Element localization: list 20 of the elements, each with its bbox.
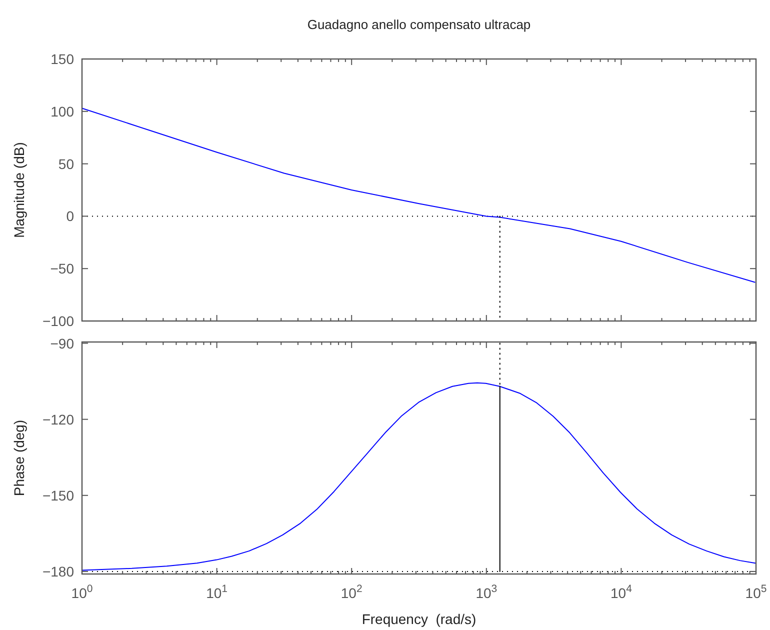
y-axis-title: Magnitude (dB) bbox=[11, 142, 27, 238]
y-tick-label: 50 bbox=[58, 156, 74, 172]
x-tick-label: 10$^{2}$ bbox=[340, 583, 362, 601]
x-tick-label: 10$^{3}$ bbox=[476, 583, 498, 601]
y-tick-label: −180 bbox=[42, 563, 74, 580]
y-tick-label: 100 bbox=[50, 103, 74, 120]
chart-title: Guadagno anello compensato ultracap bbox=[307, 17, 531, 32]
x-tick-label: 10$^{1}$ bbox=[206, 583, 228, 601]
y-tick-label: −120 bbox=[42, 411, 74, 428]
x-axis-title: Frequency (rad/s) bbox=[362, 611, 476, 627]
y-tick-label: −150 bbox=[42, 487, 74, 504]
y-axis-title: Phase (deg) bbox=[11, 420, 27, 496]
y-tick-label: 0 bbox=[66, 208, 74, 224]
y-tick-label: −90 bbox=[50, 335, 74, 352]
y-tick-label: −100 bbox=[42, 313, 74, 329]
x-tick-label: 10$^{0}$ bbox=[71, 583, 93, 601]
y-tick-label: −50 bbox=[50, 260, 74, 277]
x-tick-label: 10$^{5}$ bbox=[745, 583, 767, 601]
x-tick-label: 10$^{4}$ bbox=[610, 583, 632, 601]
y-tick-label: 150 bbox=[50, 51, 74, 67]
